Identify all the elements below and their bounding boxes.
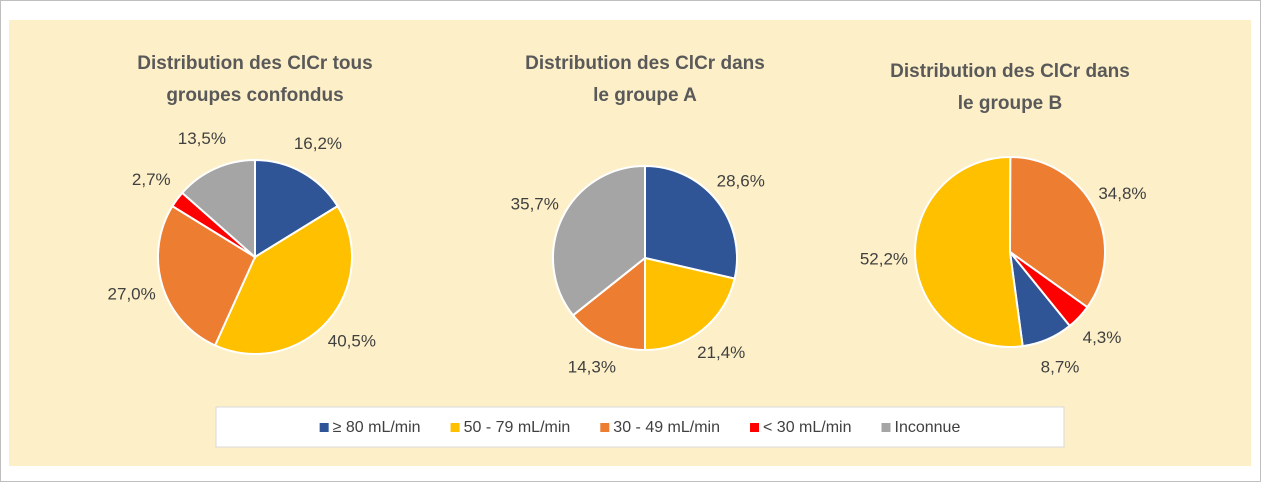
data-label: 35,7% (511, 194, 559, 213)
pie-slice (1008, 155, 1106, 309)
data-label: 34,8% (1098, 184, 1146, 203)
chart-title: Distribution des ClCr dans (890, 61, 1130, 82)
legend-swatch (750, 423, 760, 432)
data-label: 14,3% (568, 358, 616, 377)
data-label: 40,5% (328, 332, 376, 351)
legend-swatch (600, 423, 610, 432)
legend-label: < 30 mL/min (763, 419, 851, 436)
pie-slice (644, 256, 736, 352)
data-label: 2,7% (132, 170, 171, 189)
legend-swatch (881, 423, 891, 432)
chart-title: le groupe A (593, 85, 697, 106)
legend-label: 30 - 49 mL/min (613, 419, 720, 436)
pie-slice (157, 204, 257, 347)
data-label: 21,4% (697, 343, 745, 362)
pie-slice (254, 158, 339, 259)
data-label: 13,5% (178, 129, 226, 148)
pie-slice (213, 204, 353, 355)
data-label: 52,2% (860, 250, 908, 269)
chart-title: le groupe B (958, 93, 1063, 114)
data-label: 16,2% (294, 134, 342, 153)
data-label: 27,0% (108, 284, 156, 303)
data-label: 8,7% (1041, 357, 1080, 376)
chart-title: Distribution des ClCr dans (525, 53, 765, 74)
data-label: 28,6% (717, 171, 765, 190)
pie-slice (180, 158, 256, 260)
data-label: 4,3% (1083, 328, 1122, 347)
legend-label: 50 - 79 mL/min (464, 419, 571, 436)
pie-slice (914, 156, 1024, 348)
chart-title: groupes confondus (166, 85, 343, 106)
legend-label: ≥ 80 mL/min (333, 419, 421, 436)
legend-label: Inconnue (895, 419, 961, 436)
legend-swatch (450, 423, 460, 432)
chart-title: Distribution des ClCr tous (137, 53, 372, 74)
pie-slice (552, 164, 646, 317)
pie-slice (571, 255, 646, 352)
legend-box (215, 406, 1065, 448)
pie-slice (1009, 251, 1089, 328)
pie-slice (644, 164, 738, 280)
legend-swatch (319, 423, 329, 432)
